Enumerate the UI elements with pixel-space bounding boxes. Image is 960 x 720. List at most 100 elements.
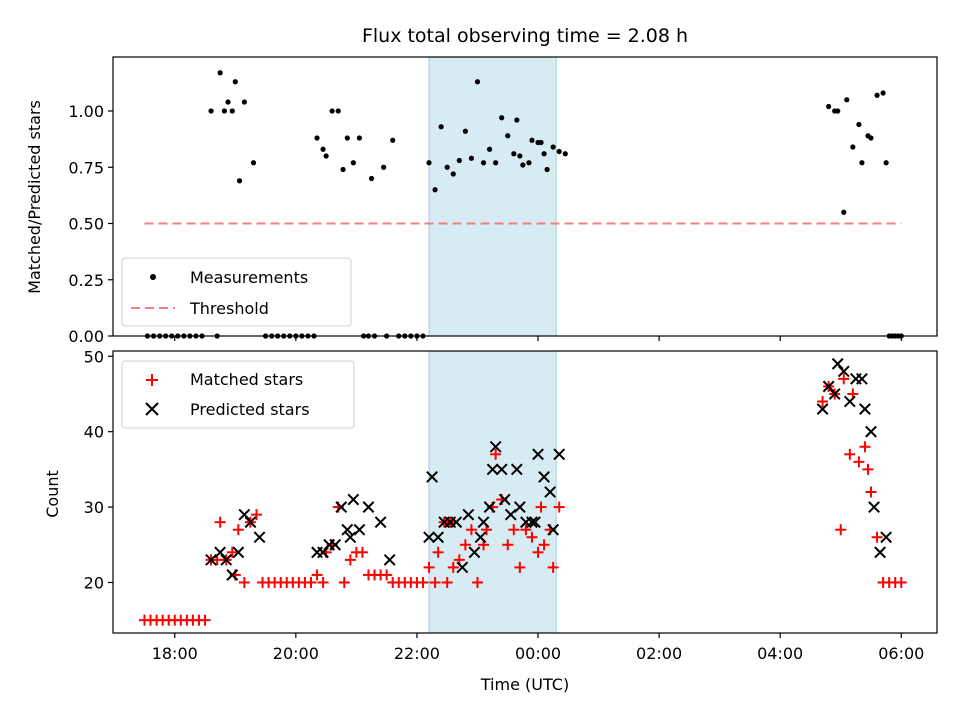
measurement-point xyxy=(486,146,493,152)
predicted-star-point xyxy=(510,463,523,476)
matched-star-point xyxy=(895,576,907,588)
measurement-point xyxy=(856,121,862,128)
predicted-star-point xyxy=(347,493,360,506)
chart-title: Flux total observing time = 2.08 h xyxy=(362,25,688,47)
legend-predicted-label: Predicted stars xyxy=(190,400,310,419)
measurement-point xyxy=(826,103,832,110)
predicted-star-point xyxy=(423,531,435,544)
x-axis-label: Time (UTC) xyxy=(480,675,569,694)
predicted-star-point xyxy=(220,553,233,566)
matched-star-point xyxy=(514,561,526,573)
matched-star-point xyxy=(490,448,502,460)
legend-measurements-label: Measurements xyxy=(190,268,308,287)
predicted-star-point xyxy=(341,523,354,536)
predicted-star-point xyxy=(474,531,487,544)
predicted-star-point xyxy=(831,357,844,370)
measurement-point xyxy=(874,92,880,98)
x-tick-label: 20:00 xyxy=(273,644,319,663)
measurement-point xyxy=(450,171,456,177)
bottom-y-tick-label: 50 xyxy=(84,347,104,366)
matched-star-point xyxy=(344,554,356,566)
measurement-point xyxy=(505,133,511,139)
predicted-star-point xyxy=(214,546,227,559)
measurement-point xyxy=(438,124,444,130)
predicted-star-point xyxy=(344,531,357,544)
bottom-x-ticks: 18:00 20:00 22:00 00:00 02:00 04:00 06:00 xyxy=(152,633,924,663)
predicted-star-point xyxy=(462,508,475,521)
predicted-star-point xyxy=(544,486,557,498)
predicted-star-point xyxy=(498,493,511,506)
bottom-y-tick-label: 40 xyxy=(84,423,104,442)
predicted-star-point xyxy=(329,538,342,551)
predicted-star-point xyxy=(553,448,566,461)
matched-star-point xyxy=(835,524,847,536)
measurement-point xyxy=(462,128,468,134)
measurement-point xyxy=(468,155,475,161)
predicted-star-point xyxy=(486,463,499,476)
legend-matched-marker xyxy=(146,374,158,386)
predicted-star-point xyxy=(513,501,526,513)
matched-star-point xyxy=(232,524,244,536)
predicted-star-point xyxy=(868,501,880,513)
measurement-point xyxy=(426,160,432,166)
measurement-point xyxy=(241,99,247,105)
matched-star-point xyxy=(508,524,520,536)
predicted-star-point xyxy=(880,531,893,544)
measurement-point xyxy=(225,99,231,105)
predicted-star-point xyxy=(529,516,541,529)
bottom-y-tick-label: 20 xyxy=(84,573,104,592)
predicted-star-point xyxy=(226,569,239,581)
x-tick-label: 22:00 xyxy=(394,644,440,663)
top-y-tick-label: 0.25 xyxy=(68,271,104,290)
matched-star-point xyxy=(853,456,865,468)
measurement-point xyxy=(340,166,346,173)
predicted-star-point xyxy=(456,561,469,574)
predicted-star-point xyxy=(238,508,251,521)
predicted-star-point xyxy=(374,516,387,529)
predicted-star-point xyxy=(232,546,245,559)
measurement-point xyxy=(474,79,481,85)
top-y-ticks: 0.00 0.25 0.50 0.75 1.00 xyxy=(68,102,113,346)
matched-star-point xyxy=(381,569,393,581)
predicted-star-point xyxy=(353,523,366,536)
predicted-star-point xyxy=(828,388,841,400)
measurement-point xyxy=(350,160,356,166)
matched-star-point xyxy=(214,516,226,528)
predicted-star-point xyxy=(504,508,517,521)
predicted-star-point xyxy=(547,523,560,536)
predicted-star-point xyxy=(874,546,886,559)
measurement-point xyxy=(499,115,505,121)
measurement-point xyxy=(514,117,520,123)
predicted-star-point xyxy=(335,501,348,513)
matched-star-point xyxy=(871,531,883,543)
bottom-y-tick-label: 30 xyxy=(84,498,104,517)
predicted-star-point xyxy=(495,463,508,476)
measurement-point xyxy=(844,97,850,103)
measurement-point xyxy=(880,90,886,96)
legend-measurements-marker xyxy=(150,274,156,280)
bottom-y-ticks: 20 30 40 50 xyxy=(84,347,113,592)
x-tick-label: 00:00 xyxy=(515,644,561,663)
matched-star-point xyxy=(465,524,477,536)
x-tick-label: 02:00 xyxy=(636,644,682,663)
top-shaded-interval xyxy=(428,56,557,337)
measurement-point xyxy=(229,108,235,114)
predicted-star-point xyxy=(538,471,550,483)
measurement-point xyxy=(368,175,375,182)
predicted-star-point xyxy=(816,403,829,415)
measurement-point xyxy=(236,178,243,184)
predicted-star-point xyxy=(362,501,375,513)
predicted-star-point xyxy=(317,546,329,559)
measurement-point xyxy=(526,160,532,166)
top-legend-box xyxy=(121,257,352,327)
predicted-star-point xyxy=(822,380,835,393)
predicted-star-point xyxy=(432,531,445,544)
measurement-point xyxy=(868,135,874,141)
measurement-point xyxy=(314,135,320,141)
top-y-tick-label: 1.00 xyxy=(68,102,104,121)
x-tick-label: 04:00 xyxy=(757,644,803,663)
measurement-point xyxy=(217,70,223,76)
matched-star-point xyxy=(305,576,317,588)
measurement-point xyxy=(232,79,238,85)
